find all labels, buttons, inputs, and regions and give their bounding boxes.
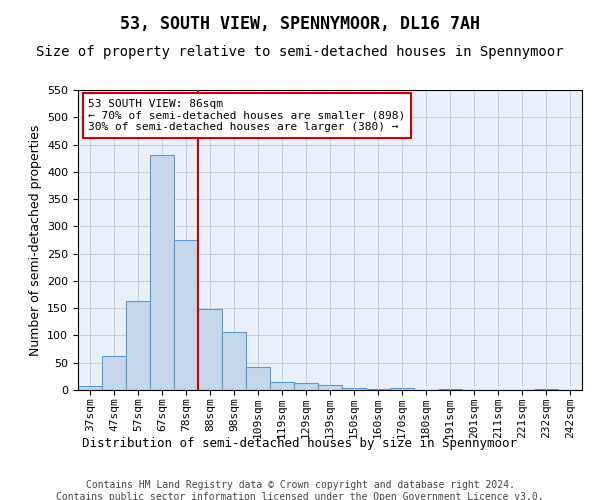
Text: 53 SOUTH VIEW: 86sqm
← 70% of semi-detached houses are smaller (898)
30% of semi: 53 SOUTH VIEW: 86sqm ← 70% of semi-detac… xyxy=(88,99,406,132)
Bar xyxy=(342,388,366,390)
Bar xyxy=(390,388,414,390)
Bar xyxy=(150,156,174,390)
Text: Size of property relative to semi-detached houses in Spennymoor: Size of property relative to semi-detach… xyxy=(36,45,564,59)
Bar xyxy=(534,389,558,390)
Text: Distribution of semi-detached houses by size in Spennymoor: Distribution of semi-detached houses by … xyxy=(83,438,517,450)
Text: 53, SOUTH VIEW, SPENNYMOOR, DL16 7AH: 53, SOUTH VIEW, SPENNYMOOR, DL16 7AH xyxy=(120,15,480,33)
Bar xyxy=(246,366,270,390)
Text: Contains HM Land Registry data © Crown copyright and database right 2024.: Contains HM Land Registry data © Crown c… xyxy=(86,480,514,490)
Bar xyxy=(222,332,246,390)
Bar xyxy=(270,382,294,390)
Bar xyxy=(102,356,126,390)
Bar xyxy=(294,383,318,390)
Bar xyxy=(174,240,198,390)
Bar xyxy=(198,310,222,390)
Bar xyxy=(318,385,342,390)
Bar xyxy=(366,389,390,390)
Y-axis label: Number of semi-detached properties: Number of semi-detached properties xyxy=(29,124,41,356)
Bar xyxy=(438,389,462,390)
Bar xyxy=(78,386,102,390)
Bar xyxy=(126,301,150,390)
Text: Contains public sector information licensed under the Open Government Licence v3: Contains public sector information licen… xyxy=(56,492,544,500)
